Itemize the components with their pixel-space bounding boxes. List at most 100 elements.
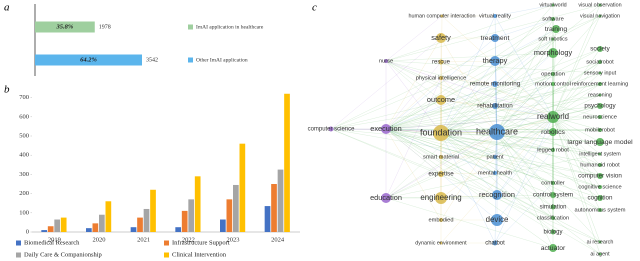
node-label: execution xyxy=(370,124,401,133)
network-edge xyxy=(440,105,496,134)
network-node xyxy=(598,93,602,97)
network-node xyxy=(551,72,555,76)
network-node xyxy=(598,3,602,7)
network-edge xyxy=(496,131,554,151)
network-edge xyxy=(552,105,601,118)
y-tick-label: 500 xyxy=(19,132,29,139)
node-label: virtualworld xyxy=(539,2,566,8)
network-edge xyxy=(552,116,601,188)
network-node xyxy=(439,218,443,222)
network-edge xyxy=(552,61,601,118)
node-label: legged robot xyxy=(537,148,569,154)
network-edge xyxy=(440,132,554,184)
network-node xyxy=(489,124,505,140)
network-node xyxy=(439,241,443,245)
node-label: treatment xyxy=(481,35,510,42)
network-edge xyxy=(385,73,554,130)
node-label: device xyxy=(486,215,509,224)
network-edge xyxy=(385,15,443,62)
network-edge xyxy=(385,128,601,243)
network-edge xyxy=(496,73,554,133)
network-edge xyxy=(385,18,554,130)
node-label: biology xyxy=(544,230,563,236)
network-edge xyxy=(385,15,601,130)
y-tick-label: 400 xyxy=(19,152,29,159)
network-edge xyxy=(385,153,601,199)
network-node xyxy=(436,33,446,43)
network-edge xyxy=(385,116,554,130)
network-edge xyxy=(494,52,554,107)
bar xyxy=(35,54,142,66)
network-node xyxy=(551,216,555,220)
network-edge xyxy=(330,37,442,130)
node-label: society xyxy=(590,46,610,53)
network-node xyxy=(433,125,449,141)
network-edge xyxy=(496,131,601,199)
bar xyxy=(105,201,112,232)
network-edge xyxy=(496,131,554,196)
network-edge xyxy=(496,149,554,221)
network-edge xyxy=(330,128,498,133)
network-edge xyxy=(385,128,442,134)
legend-label: Infrastructure Support xyxy=(172,239,230,246)
network-node xyxy=(552,25,560,33)
network-edge xyxy=(496,129,601,133)
network-edge xyxy=(440,131,498,221)
network-node xyxy=(598,60,602,64)
network-node xyxy=(551,37,555,41)
network-edge xyxy=(440,132,601,211)
network-edge xyxy=(552,72,601,118)
network-node xyxy=(597,195,603,201)
network-node xyxy=(381,124,391,134)
network-node xyxy=(493,14,497,18)
network-edge xyxy=(440,52,554,134)
node-label: reinforcement learning xyxy=(572,82,629,88)
network-node xyxy=(549,244,557,252)
node-label: healthcare xyxy=(476,126,518,136)
network-edge xyxy=(385,60,601,74)
node-label: patient xyxy=(486,155,503,161)
network-node xyxy=(551,3,555,7)
network-node xyxy=(438,59,444,65)
network-node xyxy=(551,17,555,21)
network-edge xyxy=(440,60,496,134)
network-edge xyxy=(496,131,554,249)
network-node xyxy=(440,14,444,18)
node-label: engineering xyxy=(420,193,461,202)
network-edge xyxy=(440,83,554,134)
network-node xyxy=(381,193,391,203)
network-node xyxy=(328,126,334,132)
node-label: remote monitoring xyxy=(470,81,521,88)
network-edge xyxy=(552,116,601,143)
network-edge xyxy=(496,83,601,133)
network-edge xyxy=(330,128,601,243)
y-tick-label: 0 xyxy=(26,228,29,235)
network-edge xyxy=(440,132,496,244)
network-edge xyxy=(552,94,601,118)
node-label: software xyxy=(542,17,564,23)
network-edge xyxy=(494,182,554,244)
network-edge xyxy=(385,194,554,199)
network-edge xyxy=(494,83,554,158)
network-edge xyxy=(552,116,601,166)
network-edge xyxy=(440,116,554,244)
network-edge xyxy=(385,60,554,118)
bar xyxy=(86,228,92,232)
node-label: reasoning xyxy=(588,92,612,98)
bar xyxy=(181,210,188,232)
network-edge xyxy=(552,116,601,199)
network-node xyxy=(550,229,556,235)
y-tick-label: 700 xyxy=(19,94,29,101)
network-node xyxy=(550,204,556,210)
legend-swatch xyxy=(16,240,21,246)
network-edge xyxy=(440,132,601,143)
network-edge xyxy=(385,48,601,130)
network-edge xyxy=(440,132,554,233)
network-edge xyxy=(385,38,554,130)
network-edge xyxy=(552,116,601,255)
network-edge xyxy=(496,116,554,133)
network-edge xyxy=(385,38,554,199)
bar xyxy=(188,199,195,232)
network-node xyxy=(435,192,447,204)
network-edge xyxy=(385,128,442,221)
